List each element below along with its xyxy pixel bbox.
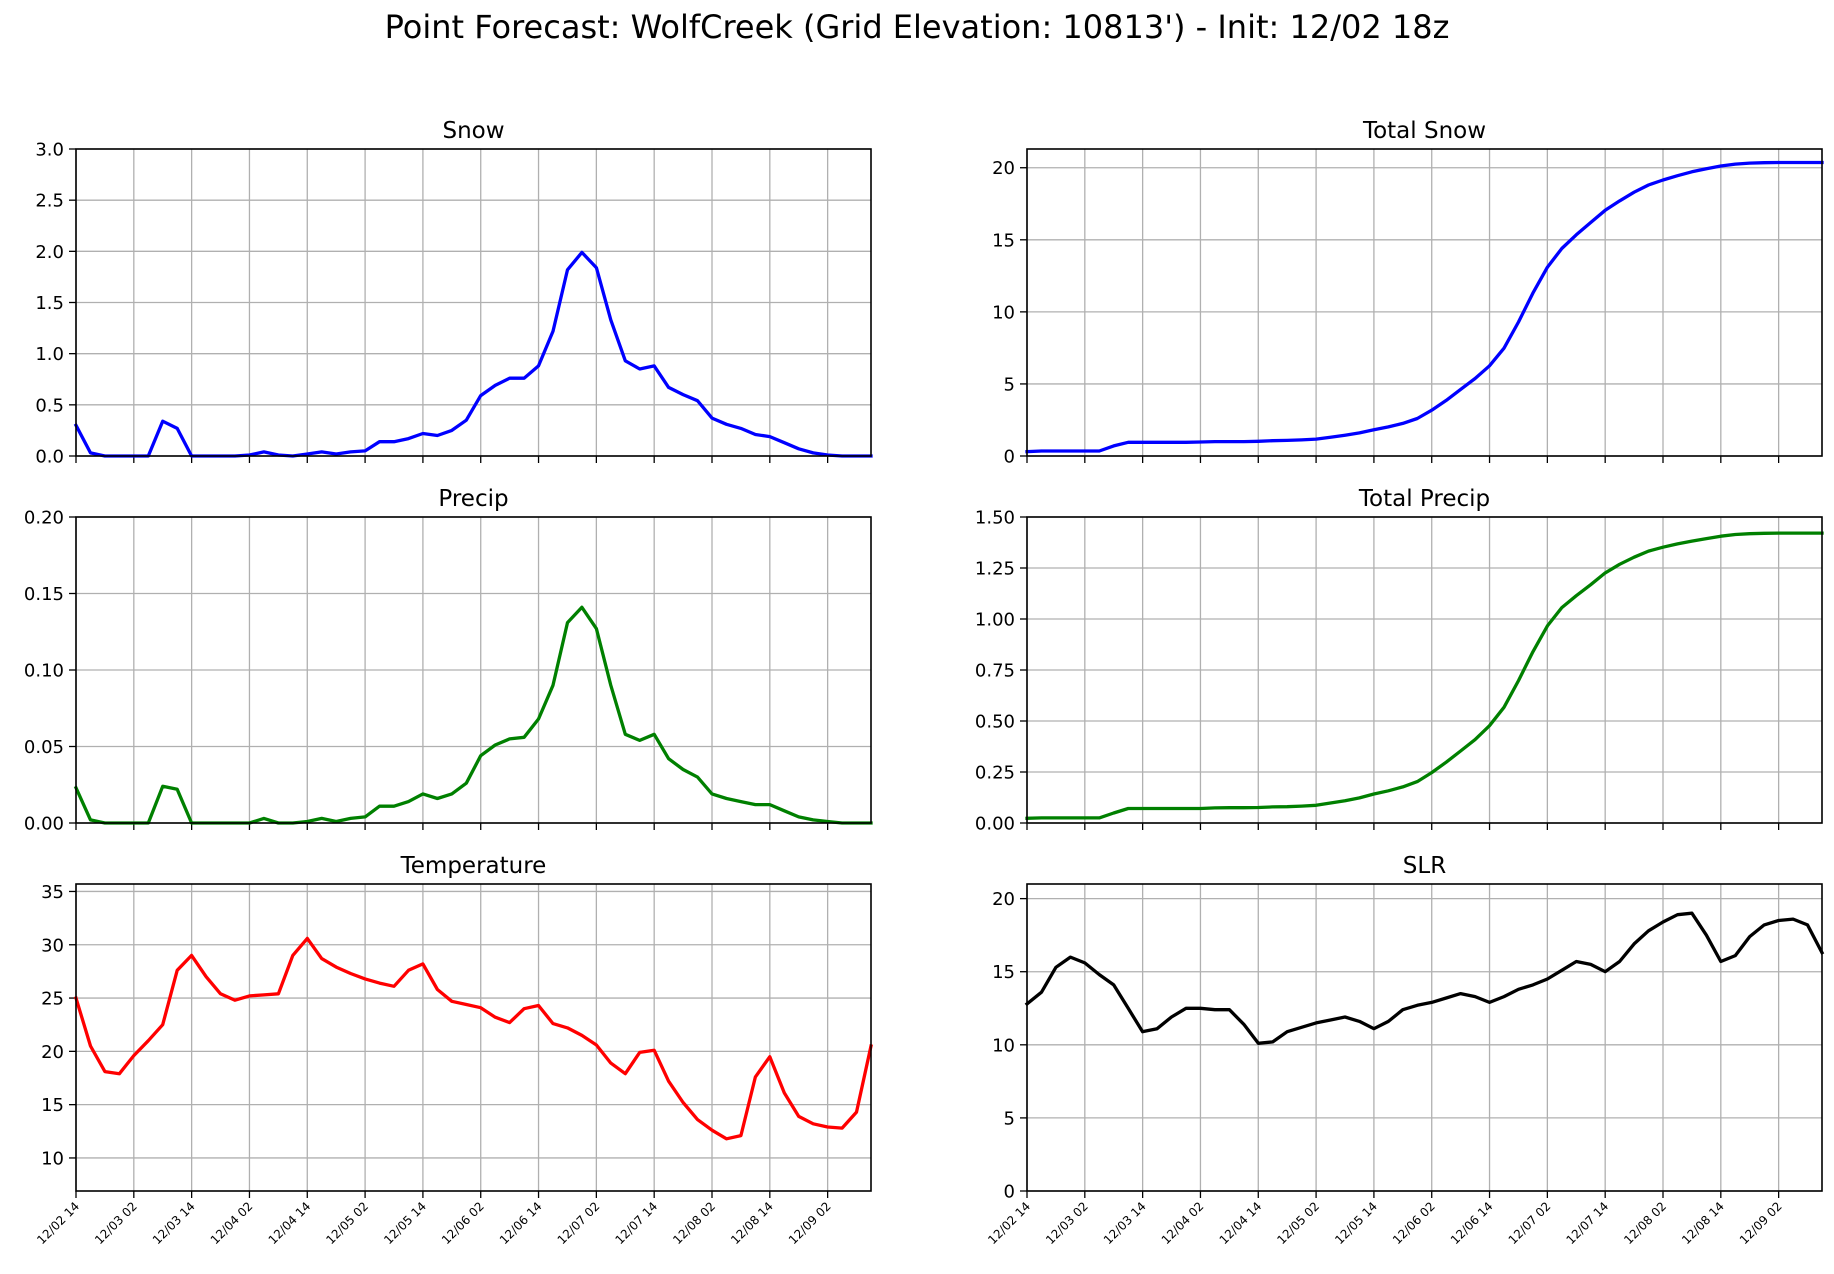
y-tick-label: 2.0 (35, 242, 64, 263)
x-tick-label: 12/03 14 (150, 1199, 198, 1247)
y-tick-label: 0.20 (24, 508, 64, 529)
y-tick-label: 35 (41, 882, 64, 903)
x-tick-label: 12/08 14 (1679, 1199, 1727, 1247)
plot-frame (1026, 148, 1823, 457)
x-tick-label: 12/08 14 (728, 1199, 776, 1247)
x-tick-label: 12/04 14 (1217, 1199, 1265, 1247)
y-tick-label: 1.0 (35, 344, 64, 365)
y-tick-label: 1.5 (35, 293, 64, 314)
plot-frame (75, 883, 872, 1192)
subplot-title-snow: Snow (442, 118, 504, 144)
subplot-title-slr: SLR (1403, 853, 1446, 879)
subplot-title-total-precip: Total Precip (1358, 486, 1490, 512)
plot-frame (75, 516, 872, 824)
y-tick-label: 0.50 (975, 712, 1015, 733)
y-tick-label: 0 (1004, 1182, 1015, 1203)
x-tick-label: 12/03 14 (1101, 1199, 1149, 1247)
y-tick-label: 0.75 (975, 661, 1015, 682)
x-tick-label: 12/02 14 (985, 1199, 1033, 1247)
x-tick-label: 12/07 02 (1506, 1199, 1554, 1247)
y-tick-label: 0.00 (24, 814, 64, 835)
y-tick-label: 10 (992, 1035, 1015, 1056)
x-tick-label: 12/04 14 (266, 1199, 314, 1247)
y-tick-label: 25 (41, 989, 64, 1010)
plot-frame (1026, 883, 1823, 1192)
x-tick-label: 12/07 14 (612, 1199, 660, 1247)
x-tick-label: 12/03 02 (92, 1199, 140, 1247)
y-tick-label: 1.25 (975, 559, 1015, 580)
x-tick-label: 12/06 14 (497, 1199, 545, 1247)
y-tick-label: 5 (1004, 374, 1015, 395)
x-tick-label: 12/06 02 (439, 1199, 487, 1247)
x-tick-label: 12/04 02 (208, 1199, 256, 1247)
subplot-title-temperature: Temperature (400, 853, 547, 879)
y-tick-label: 2.5 (35, 191, 64, 212)
y-tick-label: 30 (41, 935, 64, 956)
x-tick-label: 12/07 02 (555, 1199, 603, 1247)
y-tick-label: 0 (1004, 447, 1015, 468)
y-tick-label: 0.5 (35, 395, 64, 416)
x-tick-label: 12/09 02 (786, 1199, 834, 1247)
y-tick-label: 1.50 (975, 508, 1015, 529)
series-line-precip (73, 605, 873, 825)
y-tick-label: 20 (992, 889, 1015, 910)
x-tick-label: 12/05 02 (1274, 1199, 1322, 1247)
chart-total-snow: Total Snow 0 5 10 15 20 (992, 118, 1824, 468)
x-tick-label: 12/06 02 (1390, 1199, 1438, 1247)
x-tick-label: 12/05 14 (381, 1199, 429, 1247)
x-tick-label: 12/08 02 (1621, 1199, 1669, 1247)
y-tick-label: 0.05 (24, 737, 64, 758)
subplot-title-total-snow: Total Snow (1362, 118, 1486, 144)
x-tick-label: 12/07 14 (1563, 1199, 1611, 1247)
y-tick-label: 20 (41, 1042, 64, 1063)
chart-snow: Snow 0.0 0.5 1.0 1.5 2.0 2.5 3.0 (35, 118, 873, 468)
figure-title: Point Forecast: WolfCreek (Grid Elevatio… (384, 8, 1450, 46)
x-tick-label: 12/09 02 (1737, 1199, 1785, 1247)
series-line-slr (1024, 911, 1825, 1045)
x-tick-label: 12/05 02 (323, 1199, 371, 1247)
series-line-temperature (73, 936, 873, 1141)
y-tick-label: 0.15 (24, 584, 64, 605)
plot-frame (75, 148, 872, 457)
x-tick-label: 12/02 14 (34, 1199, 82, 1247)
y-tick-label: 0.10 (24, 661, 64, 682)
y-tick-label: 1.00 (975, 610, 1015, 631)
x-tick-label: 12/04 02 (1159, 1199, 1207, 1247)
chart-slr: SLR 12/02 14 12/03 02 12/03 14 12/04 02 12/04… (985, 853, 1825, 1247)
y-tick-label: 10 (41, 1148, 64, 1169)
plot-frame (1026, 516, 1823, 824)
y-tick-label: 0.00 (975, 814, 1015, 835)
subplot-title-precip: Precip (438, 486, 508, 512)
x-tick-label: 12/03 02 (1043, 1199, 1091, 1247)
y-tick-label: 3.0 (35, 140, 64, 161)
x-tick-label: 12/05 14 (1332, 1199, 1380, 1247)
x-tick-label: 12/08 02 (670, 1199, 718, 1247)
x-tick-label: 12/06 14 (1448, 1199, 1496, 1247)
y-tick-label: 15 (41, 1095, 64, 1116)
y-tick-label: 15 (992, 230, 1015, 251)
chart-precip: Precip 0.00 0.05 0.10 0.15 0.20 (24, 486, 873, 835)
y-tick-label: 0.0 (35, 447, 64, 468)
y-tick-label: 15 (992, 962, 1015, 983)
series-line-total-snow (1025, 160, 1824, 454)
series-line-total-precip (1025, 531, 1824, 820)
y-tick-label: 0.25 (975, 763, 1015, 784)
chart-total-precip: Total Precip 0.00 0.25 0.50 0.75 1.00 1.25 1.50 (975, 486, 1824, 835)
y-tick-label: 5 (1004, 1108, 1015, 1129)
y-tick-label: 20 (992, 158, 1015, 179)
y-tick-label: 10 (992, 302, 1015, 323)
